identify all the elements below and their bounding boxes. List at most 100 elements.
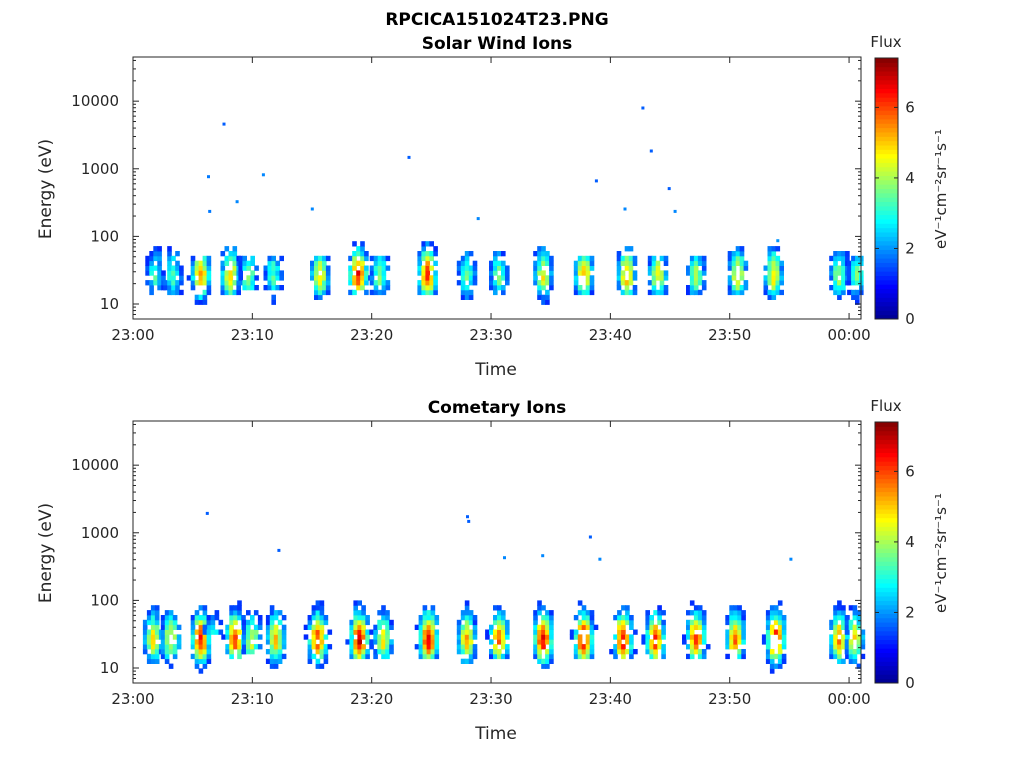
- heatmap-cell: [856, 649, 862, 655]
- heatmap-cell: [852, 624, 858, 630]
- heatmap-cell: [242, 634, 247, 640]
- heatmap-cell: [190, 615, 196, 621]
- heatmap-cell: [501, 260, 506, 266]
- heatmap-cell: [468, 649, 474, 655]
- heatmap-cell: [833, 610, 838, 616]
- heatmap-cell: [501, 265, 506, 271]
- heatmap-cell: [357, 629, 362, 635]
- heatmap-cell: [218, 629, 224, 635]
- heatmap-cell: [497, 629, 502, 635]
- heatmap-cell: [613, 634, 618, 640]
- heatmap-cell: [537, 255, 542, 262]
- heatmap-cell: [468, 251, 474, 257]
- heatmap-cell: [373, 285, 379, 291]
- colorbar-segment: [875, 110, 898, 116]
- colorbar-segment: [875, 443, 898, 449]
- heatmap-cell: [549, 270, 554, 276]
- heatmap-cell: [833, 280, 838, 286]
- heatmap-cell: [418, 629, 424, 635]
- heatmap-cell: [460, 649, 466, 655]
- heatmap-cell: [725, 644, 730, 650]
- heatmap-cell: [146, 634, 152, 640]
- heatmap-cell: [373, 649, 378, 655]
- heatmap-cell: [314, 275, 319, 281]
- y-tick-label: 10000: [71, 456, 119, 474]
- heatmap-cell: [160, 624, 166, 630]
- heatmap-cell: [841, 634, 846, 640]
- heatmap-cell: [250, 619, 255, 626]
- heatmap-cell: [224, 260, 230, 266]
- heatmap-cell: [767, 260, 773, 266]
- heatmap-cell: [624, 255, 630, 262]
- heatmap-cell: [844, 649, 850, 655]
- heatmap-cell: [545, 275, 550, 281]
- bottom-heatmap: [142, 511, 866, 674]
- heatmap-cell: [433, 260, 438, 266]
- heatmap-cell: [377, 280, 383, 286]
- heatmap-cell: [577, 624, 583, 630]
- x-tick-label: 23:50: [708, 690, 751, 708]
- heatmap-cell: [426, 615, 432, 621]
- heatmap-cell: [581, 260, 587, 266]
- heatmap-cell: [775, 260, 781, 266]
- heatmap-cell: [269, 658, 275, 664]
- heatmap-cell: [202, 265, 208, 271]
- heatmap-cell: [649, 653, 654, 660]
- heatmap-cell: [160, 649, 166, 655]
- heatmap-cell: [569, 629, 575, 635]
- heatmap-cell: [489, 270, 494, 276]
- heatmap-cell: [628, 275, 634, 281]
- heatmap-cell: [319, 615, 325, 621]
- heatmap-cell: [310, 265, 315, 271]
- heatmap-cell: [206, 658, 212, 664]
- colorbar-tick-label: 0: [905, 310, 915, 328]
- heatmap-cell: [537, 260, 542, 266]
- colorbar-segment: [875, 669, 898, 675]
- heatmap-cell: [150, 658, 156, 664]
- heatmap-cell: [385, 280, 391, 286]
- colorbar-segment: [875, 665, 898, 671]
- heatmap-cell: [697, 280, 703, 286]
- heatmap-cell: [655, 270, 661, 276]
- heatmap-cell: [649, 619, 654, 626]
- heatmap-cell: [729, 634, 734, 640]
- heatmap-cell: [356, 275, 361, 281]
- heatmap-cell: [775, 265, 781, 271]
- heatmap-cell: [845, 255, 850, 262]
- heatmap-cell: [190, 255, 196, 262]
- heatmap-cell: [349, 634, 354, 640]
- heatmap-cell: [485, 634, 490, 640]
- y-tick-label: 10000: [71, 92, 119, 110]
- heatmap-cell: [537, 280, 542, 286]
- heatmap-cell: [624, 265, 630, 271]
- heatmap-cell: [501, 639, 506, 645]
- heatmap-cell: [468, 644, 474, 650]
- heatmap-cell: [146, 639, 152, 645]
- heatmap-cell: [837, 600, 842, 606]
- heatmap-cell: [433, 246, 438, 252]
- heatmap-cell: [845, 251, 850, 257]
- heatmap-cell: [360, 251, 365, 257]
- heatmap-cell: [157, 275, 162, 281]
- heatmap-cell: [855, 255, 860, 262]
- heatmap-cell: [855, 265, 860, 271]
- heatmap-cell: [421, 241, 426, 247]
- heatmap-cell: [464, 644, 470, 650]
- heatmap-cell: [194, 619, 200, 626]
- colorbar-segment: [875, 565, 898, 571]
- heatmap-cell: [349, 649, 354, 655]
- heatmap-cell: [837, 255, 842, 262]
- heatmap-cell: [533, 629, 538, 635]
- heatmap-cell: [269, 605, 275, 611]
- heatmap-cell: [233, 634, 238, 640]
- heatmap-cell: [589, 649, 595, 655]
- heatmap-cell: [505, 265, 510, 271]
- heatmap-cell: [767, 270, 773, 276]
- heatmap-cell: [697, 610, 703, 616]
- heatmap-cell: [145, 255, 150, 262]
- heatmap-cell: [315, 629, 321, 635]
- heatmap-cell: [389, 639, 394, 645]
- heatmap-cell: [585, 649, 591, 655]
- heatmap-cell: [661, 629, 666, 635]
- heatmap-cell: [773, 605, 779, 611]
